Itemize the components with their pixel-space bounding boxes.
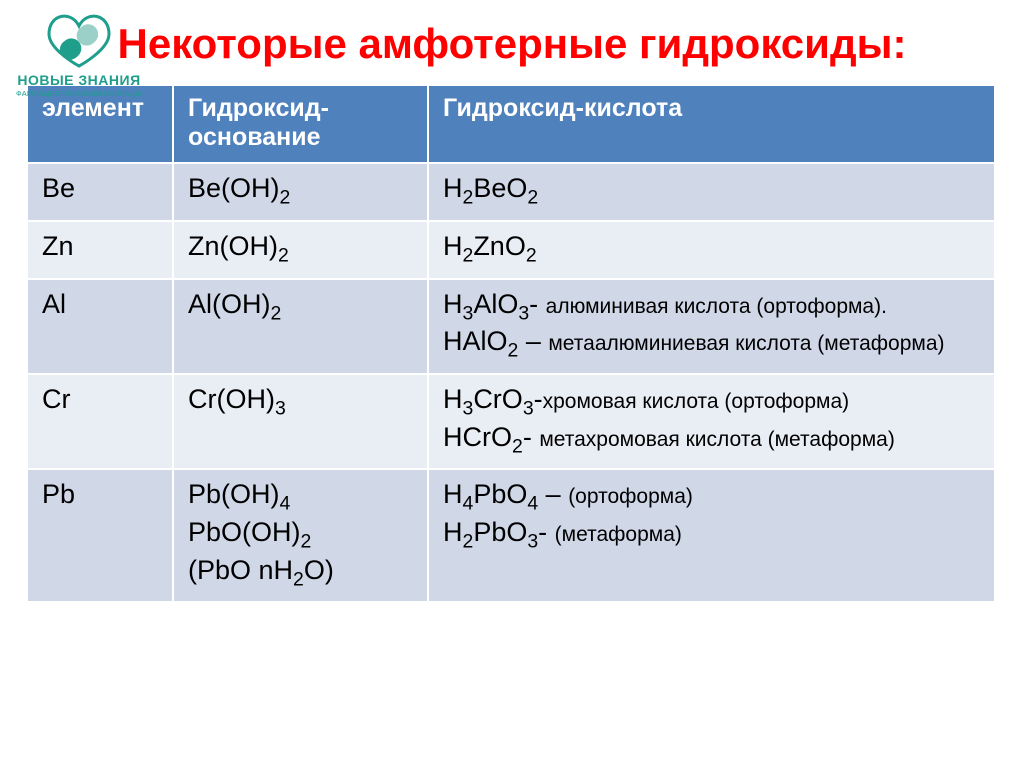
- cell-element: Zn: [28, 221, 173, 279]
- hydroxides-table: элемент Гидроксид-основание Гидроксид-ки…: [28, 86, 996, 603]
- brand-logo: НОВЫЕ ЗНАНИЯ ФАРМАЦЕВТИЧЕСКИЙ КОЛЛЕДЖ: [14, 12, 144, 98]
- pill-heart-icon: [45, 12, 113, 70]
- cell-base: Al(OH)2: [173, 279, 428, 374]
- cell-acid: H3AlO3- алюминивая кислота (ортоформа).H…: [428, 279, 995, 374]
- cell-base: Be(OH)2: [173, 163, 428, 221]
- table-row: PbPb(OH)4PbO(OH)2(PbO nH2O)H4PbO4 – (орт…: [28, 469, 995, 602]
- table-row: CrCr(OH)3H3CrO3-хромовая кислота (ортофо…: [28, 374, 995, 469]
- cell-element: Cr: [28, 374, 173, 469]
- cell-acid: H2ZnO2: [428, 221, 995, 279]
- cell-element: Pb: [28, 469, 173, 602]
- cell-base: Cr(OH)3: [173, 374, 428, 469]
- cell-base: Zn(OH)2: [173, 221, 428, 279]
- cell-acid: H4PbO4 – (ортоформа)H2PbO3- (метаформа): [428, 469, 995, 602]
- brand-subtitle: ФАРМАЦЕВТИЧЕСКИЙ КОЛЛЕДЖ: [14, 89, 144, 98]
- brand-name: НОВЫЕ ЗНАНИЯ: [14, 72, 144, 88]
- page-title: Некоторые амфотерные гидроксиды:: [0, 0, 1024, 68]
- col-base: Гидроксид-основание: [173, 86, 428, 163]
- cell-acid: H2BeO2: [428, 163, 995, 221]
- table-header-row: элемент Гидроксид-основание Гидроксид-ки…: [28, 86, 995, 163]
- cell-element: Al: [28, 279, 173, 374]
- table-row: ZnZn(OH)2H2ZnO2: [28, 221, 995, 279]
- cell-base: Pb(OH)4PbO(OH)2(PbO nH2O): [173, 469, 428, 602]
- table-row: BeBe(OH)2H2BeO2: [28, 163, 995, 221]
- table-row: AlAl(OH)2H3AlO3- алюминивая кислота (орт…: [28, 279, 995, 374]
- table-body: BeBe(OH)2H2BeO2ZnZn(OH)2H2ZnO2AlAl(OH)2H…: [28, 163, 995, 602]
- cell-acid: H3CrO3-хромовая кислота (ортоформа)HCrO2…: [428, 374, 995, 469]
- col-acid: Гидроксид-кислота: [428, 86, 995, 163]
- cell-element: Be: [28, 163, 173, 221]
